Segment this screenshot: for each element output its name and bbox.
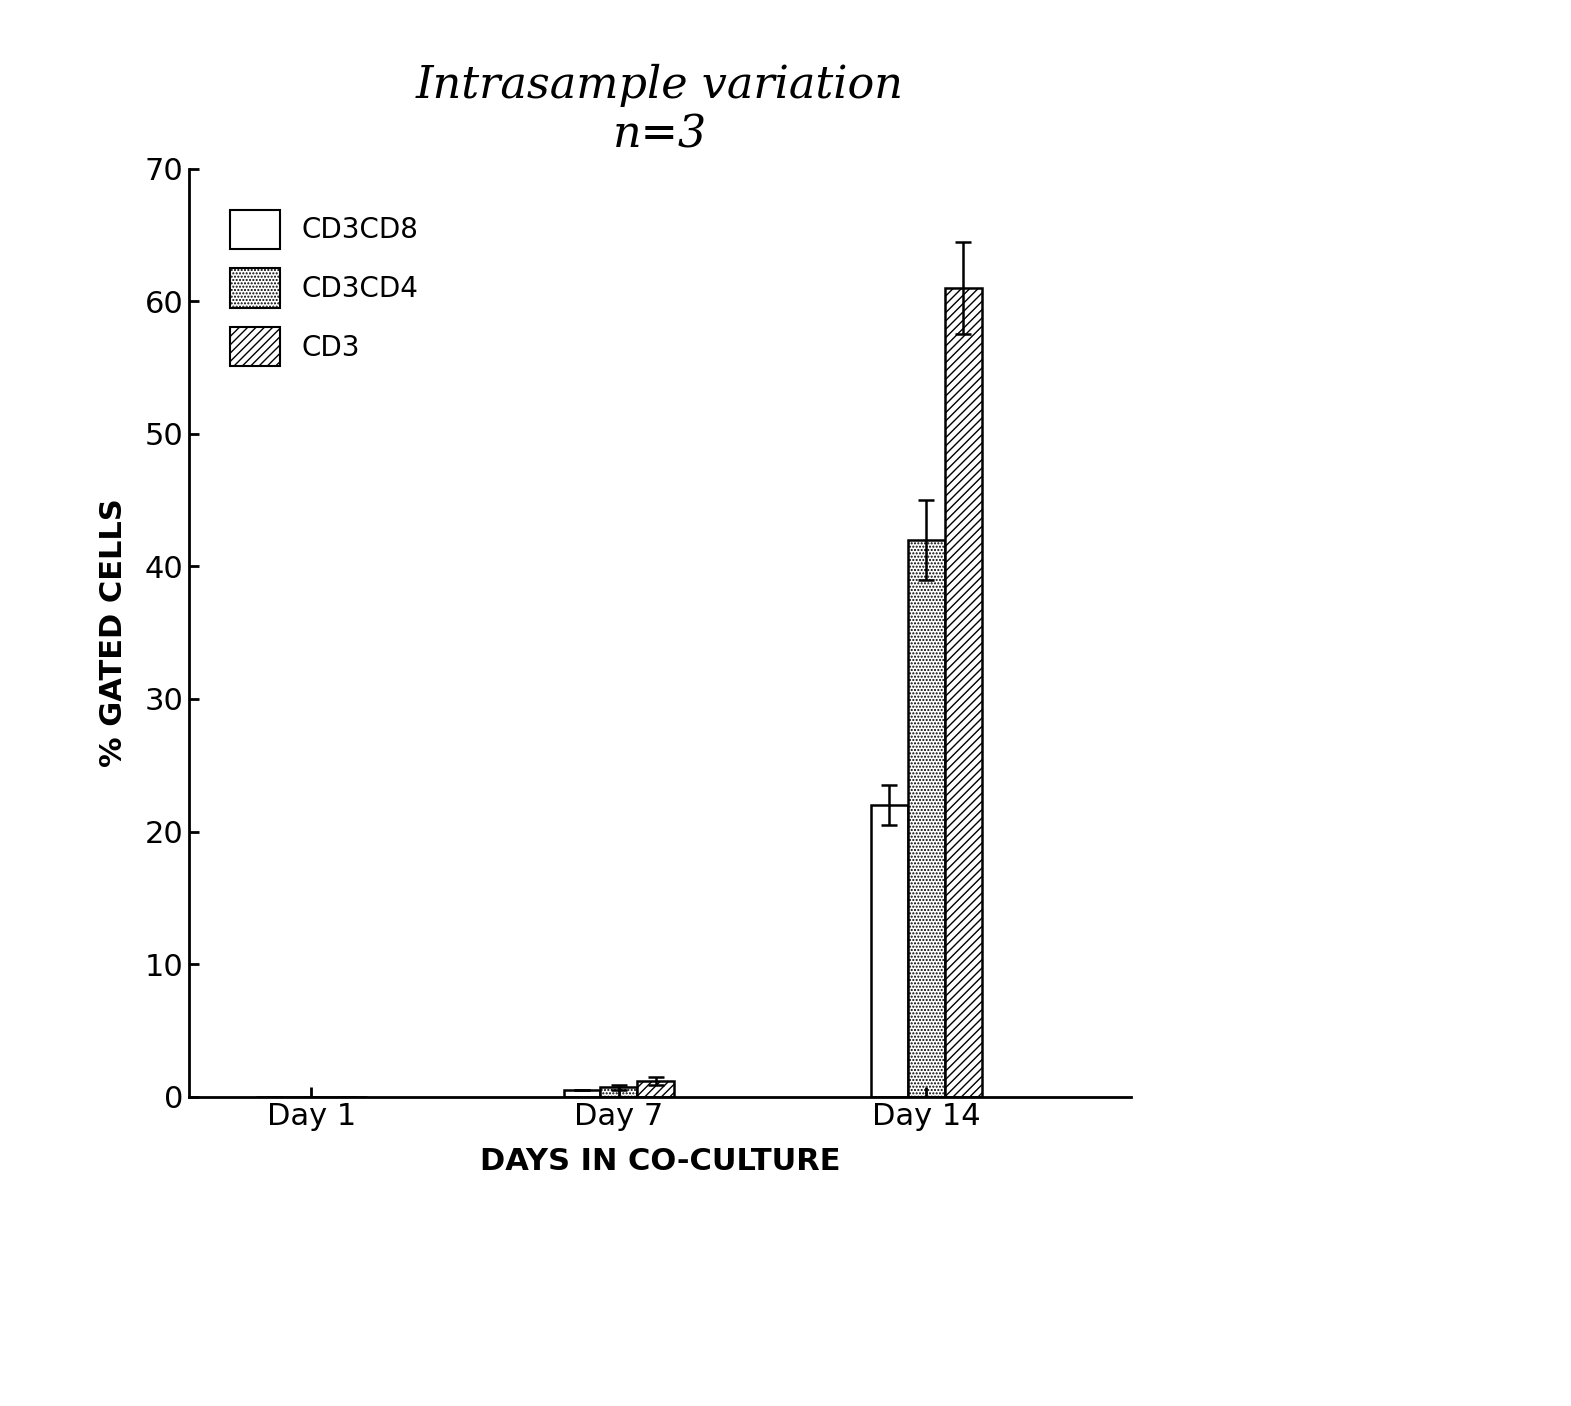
Bar xyxy=(944,288,982,1097)
Y-axis label: % GATED CELLS: % GATED CELLS xyxy=(99,498,129,768)
Bar xyxy=(638,1081,674,1097)
Bar xyxy=(870,806,908,1097)
Bar xyxy=(908,540,944,1097)
X-axis label: DAYS IN CO-CULTURE: DAYS IN CO-CULTURE xyxy=(479,1147,840,1177)
Bar xyxy=(600,1087,638,1097)
Legend: CD3CD8, CD3CD4, CD3: CD3CD8, CD3CD4, CD3 xyxy=(222,201,427,374)
Title: Intrasample variation
n=3: Intrasample variation n=3 xyxy=(416,63,903,157)
Bar xyxy=(564,1090,600,1097)
